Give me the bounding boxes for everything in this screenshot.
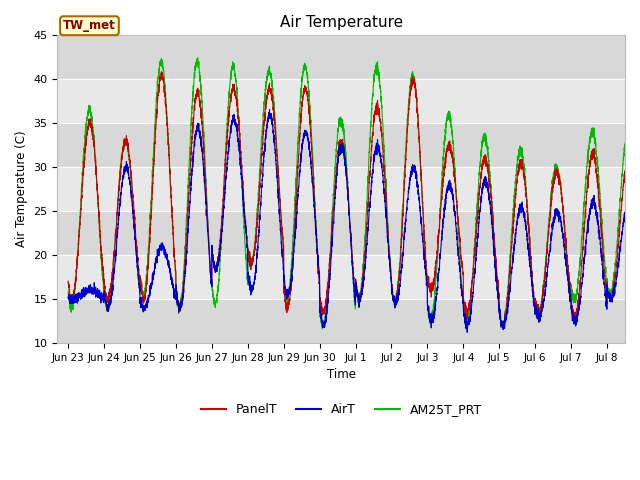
Bar (58, 123, 625, 167)
AM25T_PRT (184, 203, 191, 208)
PanelT (557, 183, 564, 189)
AirT (463, 329, 471, 335)
Y-axis label: Air Temperature (C): Air Temperature (C) (15, 131, 28, 248)
AirT (408, 172, 415, 178)
AirT (65, 294, 72, 300)
AirT (639, 285, 640, 291)
AM25T_PRT (319, 326, 326, 332)
PanelT (157, 69, 165, 75)
PanelT (408, 84, 415, 90)
Title: Air Temperature: Air Temperature (280, 15, 403, 30)
PanelT (514, 169, 522, 175)
Bar (58, 211, 625, 255)
AM25T_PRT (557, 182, 564, 188)
AM25T_PRT (408, 78, 416, 84)
AirT (184, 242, 191, 248)
Bar (58, 79, 625, 123)
AM25T_PRT (639, 279, 640, 285)
AM25T_PRT (514, 155, 522, 160)
Text: TW_met: TW_met (63, 19, 116, 32)
Bar (58, 36, 625, 79)
PanelT (377, 124, 385, 130)
X-axis label: Time: Time (326, 368, 356, 381)
AirT (377, 156, 385, 162)
Bar (58, 167, 625, 211)
PanelT (639, 283, 640, 288)
AM25T_PRT (378, 98, 385, 104)
PanelT (499, 326, 507, 332)
PanelT (184, 218, 191, 224)
PanelT (65, 278, 72, 284)
AM25T_PRT (194, 55, 202, 60)
AM25T_PRT (65, 288, 72, 294)
Line: AM25T_PRT: AM25T_PRT (68, 58, 640, 329)
AirT (266, 107, 273, 112)
AirT (542, 282, 550, 288)
Line: PanelT: PanelT (68, 72, 640, 329)
Bar (58, 255, 625, 299)
AirT (514, 212, 522, 218)
Line: AirT: AirT (68, 109, 640, 332)
PanelT (542, 264, 550, 269)
Legend: PanelT, AirT, AM25T_PRT: PanelT, AirT, AM25T_PRT (196, 398, 487, 421)
Bar (58, 299, 625, 343)
AM25T_PRT (542, 258, 550, 264)
AirT (557, 217, 564, 223)
